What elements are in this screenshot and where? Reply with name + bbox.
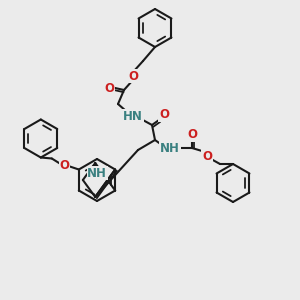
Text: HN: HN <box>123 110 143 122</box>
Text: NH: NH <box>160 142 180 154</box>
Text: O: O <box>187 128 197 142</box>
Text: O: O <box>202 149 212 163</box>
Text: NH: NH <box>87 167 107 179</box>
Text: O: O <box>104 82 114 94</box>
Text: O: O <box>159 109 169 122</box>
Text: O: O <box>60 159 70 172</box>
Text: O: O <box>128 70 138 83</box>
